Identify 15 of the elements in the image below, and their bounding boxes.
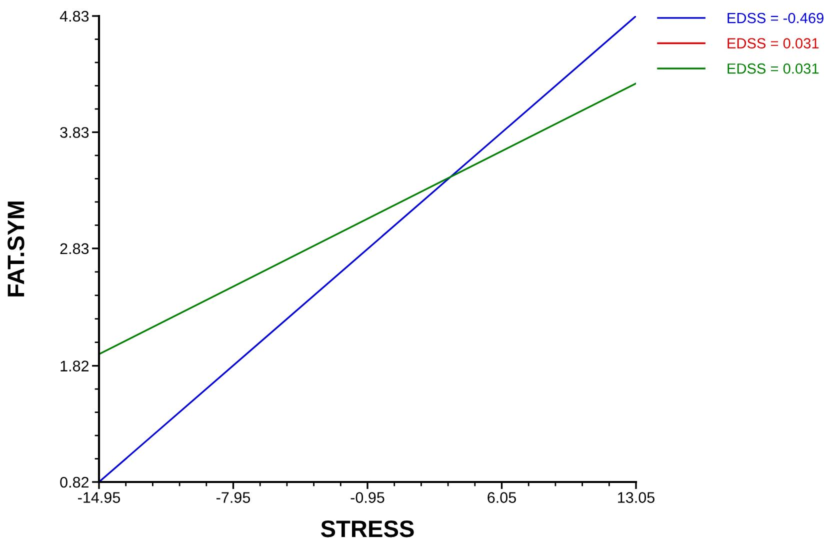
y-tick-label: 3.83 (60, 127, 89, 138)
legend-label: EDSS = -0.469 (728, 12, 824, 24)
x-tick-label: -0.95 (350, 492, 384, 503)
y-tick-label: 1.82 (60, 360, 89, 372)
y-axis-title: FAT.SYM (8, 202, 24, 296)
x-axis-title: STRESS (320, 520, 414, 538)
y-tick-label: 2.83 (60, 243, 89, 254)
x-tick-label: 6.05 (488, 492, 516, 503)
x-tick-label: -7.95 (216, 492, 250, 503)
y-tick-label: 4.83 (60, 10, 89, 22)
x-tick-label: -14.95 (78, 492, 120, 503)
legend-label: EDSS = 0.031 (728, 63, 819, 74)
y-tick-label: 0.82 (60, 476, 89, 488)
x-tick-label: 13.05 (618, 492, 654, 503)
legend-label: EDSS = 0.031 (728, 38, 819, 48)
